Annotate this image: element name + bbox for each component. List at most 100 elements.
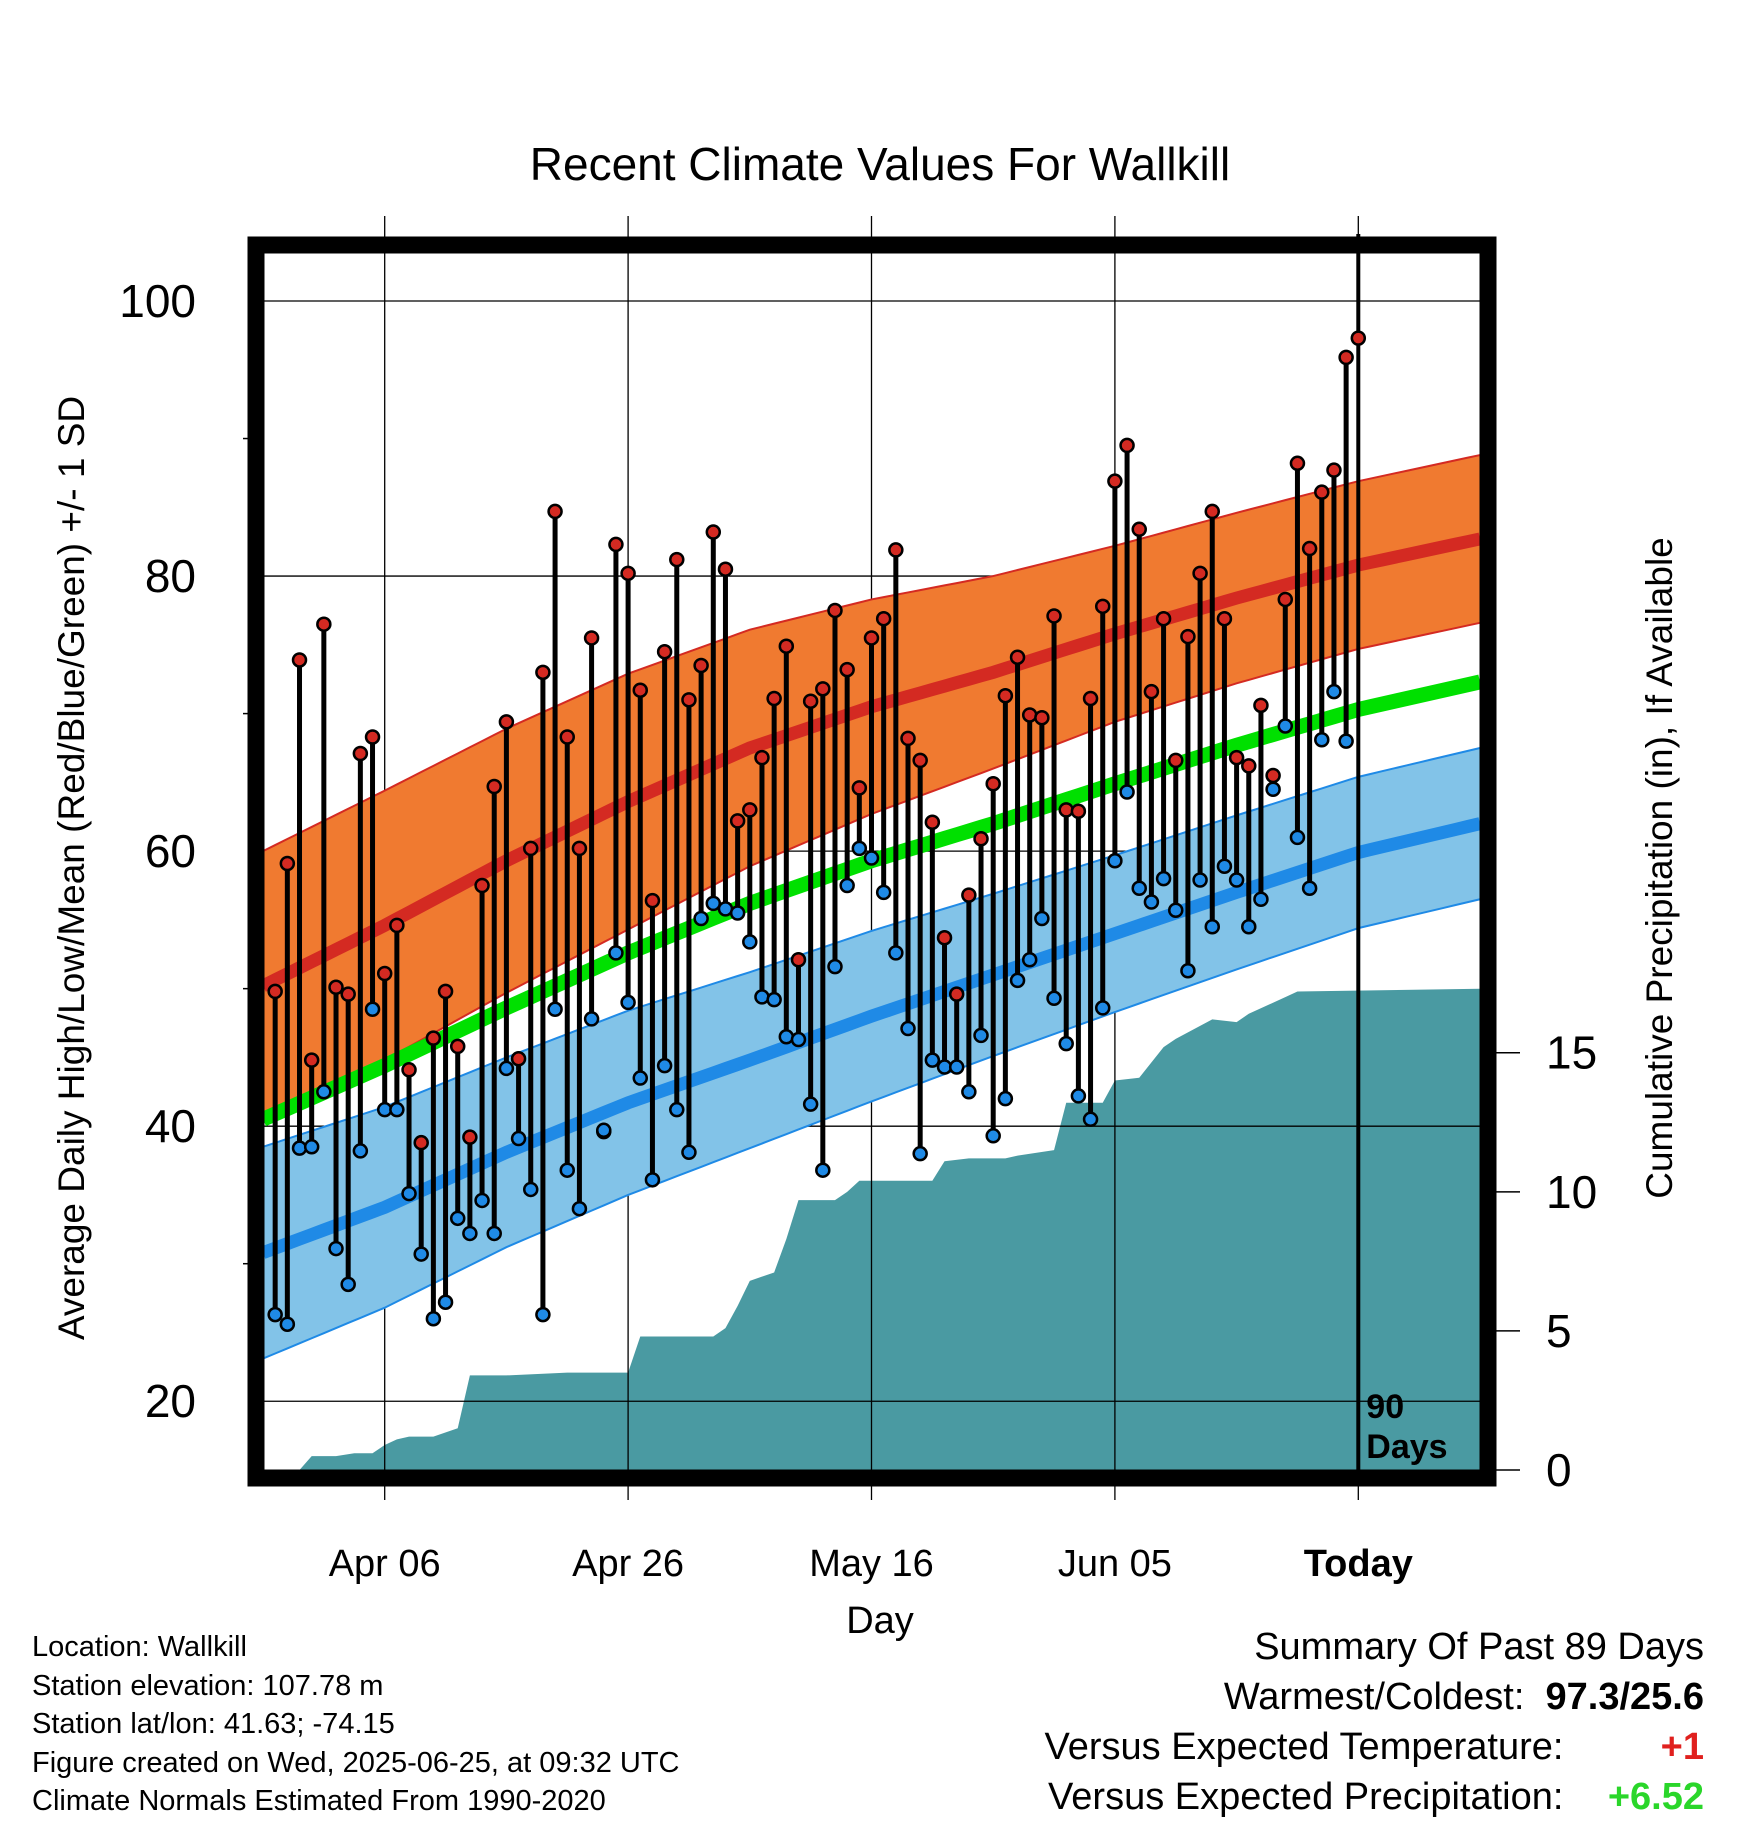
high-point bbox=[291, 652, 308, 668]
y-tick-label: 80 bbox=[145, 550, 196, 602]
plot-border bbox=[247, 236, 1497, 1487]
high-point bbox=[364, 729, 381, 745]
high-point bbox=[839, 661, 855, 678]
x-tick-label: Jun 05 bbox=[1058, 1543, 1172, 1585]
high-point bbox=[1082, 690, 1099, 707]
y2-axis-label: Cumulative Precipitation (in), If Availa… bbox=[1639, 537, 1680, 1199]
low-point bbox=[827, 958, 843, 975]
low-point bbox=[693, 910, 709, 927]
high-point bbox=[279, 855, 296, 872]
high-point bbox=[1204, 503, 1221, 520]
high-point bbox=[510, 1051, 527, 1067]
summary-title: Summary Of Past 89 Days bbox=[1254, 1626, 1704, 1668]
y2-tick-label: 0 bbox=[1546, 1444, 1572, 1496]
low-point bbox=[474, 1192, 490, 1209]
low-point bbox=[839, 877, 855, 894]
high-point bbox=[522, 840, 539, 857]
high-point bbox=[632, 682, 649, 698]
low-point bbox=[535, 1306, 551, 1323]
low-point bbox=[462, 1225, 478, 1242]
low-point bbox=[413, 1246, 429, 1262]
y-tick-label: 40 bbox=[145, 1100, 196, 1152]
today-days-number: 90 bbox=[1366, 1388, 1404, 1426]
y-tick-label: 60 bbox=[145, 825, 196, 877]
high-point bbox=[486, 778, 502, 795]
high-point bbox=[1253, 697, 1269, 714]
high-point bbox=[425, 1030, 442, 1046]
low-point bbox=[1314, 731, 1330, 748]
high-point bbox=[851, 780, 868, 796]
low-point bbox=[644, 1172, 661, 1188]
low-point bbox=[620, 994, 636, 1011]
high-point bbox=[936, 930, 953, 946]
low-point bbox=[863, 850, 880, 866]
low-point bbox=[632, 1070, 649, 1086]
low-point bbox=[669, 1101, 685, 1118]
low-point bbox=[303, 1139, 320, 1155]
high-point bbox=[608, 536, 624, 553]
temperature-departure-label: Versus Expected Temperature: bbox=[1044, 1726, 1564, 1768]
high-point bbox=[1131, 521, 1147, 538]
high-point bbox=[547, 503, 563, 520]
daily-range-stems bbox=[272, 357, 1349, 1325]
high-point bbox=[656, 643, 673, 660]
low-point bbox=[705, 895, 722, 912]
high-point bbox=[474, 877, 490, 894]
low-point bbox=[1168, 902, 1184, 919]
high-point bbox=[948, 986, 965, 1002]
low-point bbox=[559, 1162, 575, 1178]
high-point bbox=[267, 983, 283, 1000]
created-text: Figure created on Wed, 2025-06-25, at 09… bbox=[32, 1746, 680, 1779]
x-tick-label: Apr 26 bbox=[572, 1543, 684, 1585]
precipitation-area-layer bbox=[299, 988, 1480, 1470]
high-point bbox=[1143, 683, 1160, 700]
summary-panel: Summary Of Past 89 Days Warmest/Coldest:… bbox=[1045, 1622, 1704, 1822]
high-point bbox=[669, 551, 685, 568]
low-band-upper-edge bbox=[262, 747, 1481, 1148]
low-point bbox=[510, 1130, 527, 1147]
low-point bbox=[596, 1122, 612, 1139]
high-point bbox=[754, 749, 770, 766]
high-point bbox=[401, 1062, 417, 1078]
high-point bbox=[1034, 709, 1050, 726]
low-point bbox=[522, 1181, 539, 1198]
high-point bbox=[961, 887, 977, 903]
high-point bbox=[693, 657, 709, 674]
high-point bbox=[1277, 591, 1294, 608]
high-point bbox=[583, 630, 600, 646]
daily-points bbox=[267, 330, 1367, 1332]
low-point bbox=[267, 1306, 283, 1323]
high-point bbox=[437, 983, 454, 1000]
high-point bbox=[1241, 758, 1257, 774]
high-point bbox=[413, 1134, 429, 1151]
warmest-coldest-value: 97.3/25.6 bbox=[1545, 1676, 1704, 1718]
high-point bbox=[1216, 610, 1233, 627]
high-point bbox=[863, 630, 880, 646]
low-point bbox=[754, 989, 770, 1005]
high-point bbox=[1168, 752, 1184, 769]
low-point bbox=[449, 1210, 466, 1227]
high-point bbox=[1021, 707, 1038, 723]
high-point bbox=[997, 687, 1014, 704]
elevation-text: Station elevation: 107.78 m bbox=[32, 1669, 384, 1702]
low-point bbox=[1265, 781, 1281, 797]
low-point bbox=[352, 1143, 369, 1159]
low-point bbox=[1143, 894, 1160, 910]
high-point bbox=[1070, 803, 1087, 819]
high-point bbox=[742, 802, 758, 818]
high-point bbox=[535, 664, 551, 681]
low-point bbox=[961, 1084, 977, 1100]
low-point bbox=[486, 1225, 502, 1242]
normal-low-line bbox=[260, 817, 1482, 1259]
low-point bbox=[1216, 858, 1233, 875]
high-point bbox=[498, 714, 515, 730]
y2-tick-label: 10 bbox=[1546, 1166, 1597, 1218]
warmest-coldest-row: Warmest/Coldest: 97.3/25.6 bbox=[1045, 1672, 1704, 1722]
high-point bbox=[328, 979, 344, 996]
low-point bbox=[364, 1001, 381, 1018]
high-point bbox=[681, 692, 697, 708]
high-point bbox=[571, 840, 588, 857]
low-point bbox=[1277, 718, 1294, 734]
low-point bbox=[766, 991, 782, 1008]
